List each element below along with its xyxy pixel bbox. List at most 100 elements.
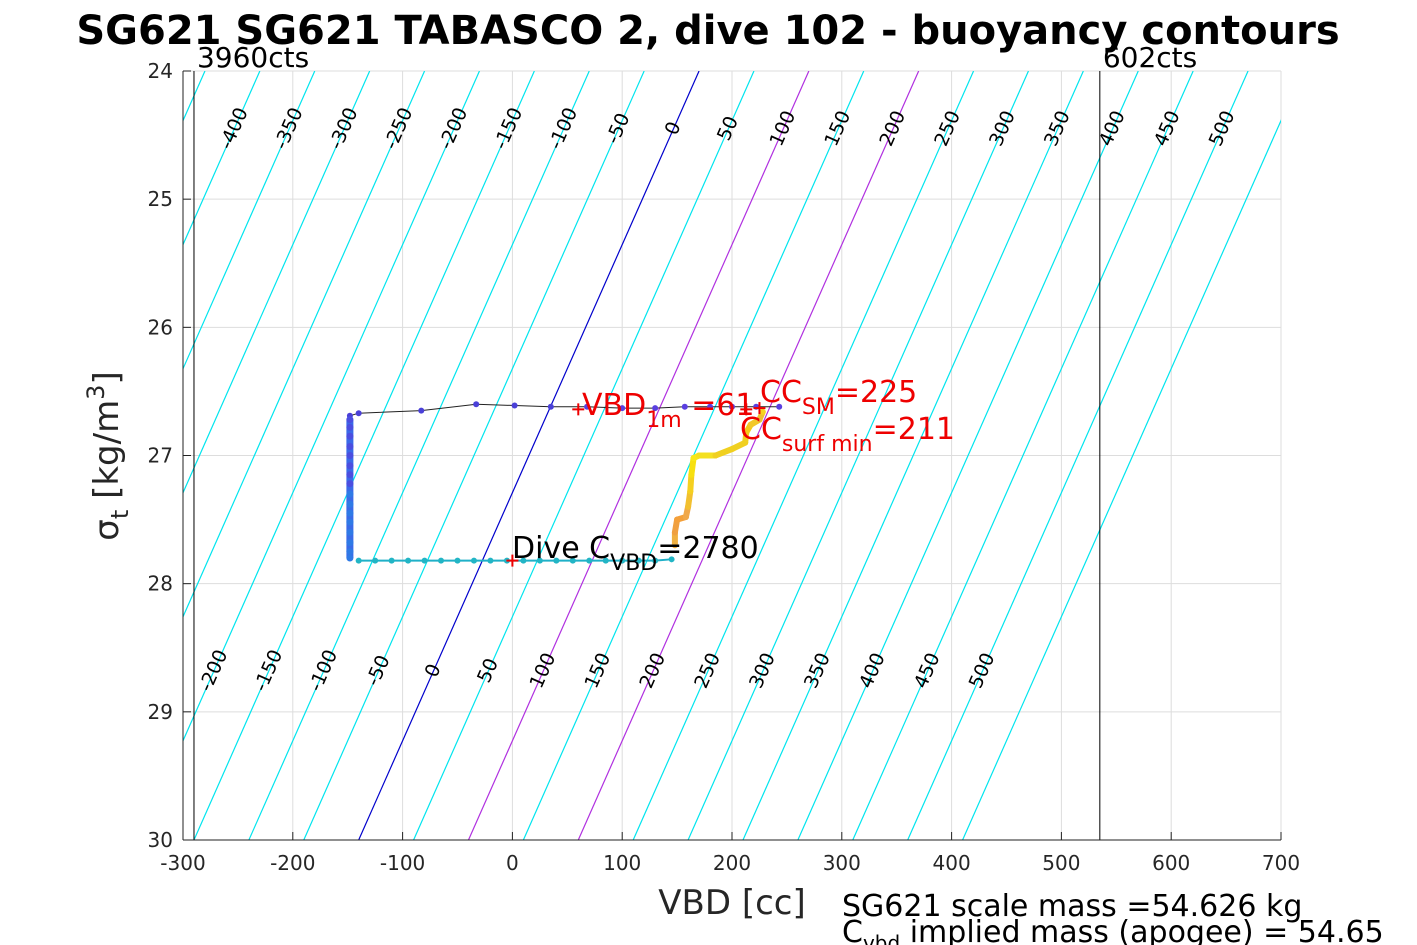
cc-sm-value: =225 [835,375,917,410]
contour-line-300 [687,71,1030,840]
x-tick-label: 600 [1152,851,1190,875]
ascent-point [682,514,689,521]
bottom-point [520,557,527,564]
contour-line--50 [303,71,645,840]
bottom-point [536,557,543,564]
descent-point [346,554,354,562]
bottom-point [421,557,428,564]
descent-point [346,539,354,547]
ascent-point [688,471,695,478]
bottom-point [454,557,461,564]
surface-point [619,405,626,412]
descent-point [346,423,354,431]
marker-cc-sm [753,402,766,415]
contour-line-100 [467,71,810,840]
x-tick-label: -200 [270,851,315,875]
dive-cvbd-annotation: Dive CVBD=2780 [512,531,759,576]
surface-point [473,401,480,408]
ascent-point [742,439,749,446]
cc-sm-sub: SM [802,395,835,420]
bottom-point [635,557,642,564]
descent-point [346,432,354,440]
implied-mass-prefix: C [842,915,863,945]
marker-vbd-1m [572,403,585,416]
dive-cvbd-value: =2780 [657,531,758,566]
descent-point [346,490,354,498]
surface-point [707,403,714,410]
x-tick-label: -100 [380,851,425,875]
contour-line--400 [183,71,261,247]
vbd-1m-value: =61 [682,388,755,423]
bottom-point [438,557,445,564]
y-axis-label-sigma: σ [87,519,127,541]
y-tick-label: 29 [148,700,173,724]
cc-surf-min-annotation: CCsurf min=211 [740,412,955,457]
cc-surf-min-sub: surf min [782,432,873,457]
descent-point [346,509,354,517]
surface-point [584,403,591,410]
bottom-point [388,557,395,564]
ascent-point [671,542,678,549]
bottom-point [602,557,609,564]
descent-point [346,548,354,556]
x-axis-label: VBD [cc] [658,883,806,923]
y-tick-label: 30 [148,828,173,852]
bottom-point [553,557,560,564]
bottom-point [405,557,412,564]
contour-line--250 [183,71,426,619]
implied-mass-sub: vbd [863,931,900,945]
x-tick-label: 300 [823,851,861,875]
ascent-point [747,421,754,428]
surface-point [355,410,362,417]
x-tick-label: 200 [713,851,751,875]
surface-point [776,403,783,410]
contour-line--300 [183,71,371,495]
descent-point [346,500,354,508]
vbd-limit-lines: 3960cts 602cts [193,41,1197,840]
x-tick-label: 400 [933,851,971,875]
y-axis-label-close: ] [87,371,127,384]
ascent-point [729,446,735,453]
descent-point [346,471,354,479]
surface-track-line [349,403,780,417]
surface-point [729,403,735,410]
implied-mass-suffix: implied mass (apogee) = 54.65 [900,915,1384,945]
contour-line--150 [193,71,535,840]
bottom-point [372,557,379,564]
vbd-limit-label: 3960cts [197,41,309,74]
vbd-1m-sub: 1m [646,408,681,433]
x-tick-label: 100 [603,851,641,875]
x-tick-label: 500 [1042,851,1080,875]
y-axis-label-sub: t [106,510,134,519]
bottom-point [355,557,362,564]
surface-point [418,407,425,414]
vbd-1m-main: VBD [582,388,646,423]
bottom-point [652,557,659,564]
vbd-1m-annotation: VBD1m =61 [582,388,755,433]
bottom-point [668,556,675,563]
vbd-limit-label: 602cts [1103,41,1197,74]
ascent-point [687,488,694,495]
x-tick-label: -300 [160,851,205,875]
bottom-point [487,557,494,564]
contour-line-250 [632,71,975,840]
y-axis-label-sup: 3 [82,385,110,400]
dive-cvbd-main: Dive C [512,531,610,566]
descent-point [346,480,354,488]
ascent-point [671,529,678,536]
cc-sm-annotation: CCSM=225 [760,375,917,420]
y-tick-label: 24 [148,59,173,83]
ascent-point [712,452,719,459]
surface-point [511,402,518,409]
ascent-point [756,416,763,423]
markers [506,402,766,567]
contour-line--200 [183,71,481,743]
descent-point [346,518,354,526]
descent-point [346,416,354,424]
y-tick-label: 26 [148,315,173,339]
ascent-point [674,516,681,523]
axis-ticks: -300 -200 -100 0 100 200 300 400 500 600 700 24 25 26… [148,59,1301,875]
y-tick-label: 28 [148,572,173,596]
contour-line-0 [358,71,700,840]
